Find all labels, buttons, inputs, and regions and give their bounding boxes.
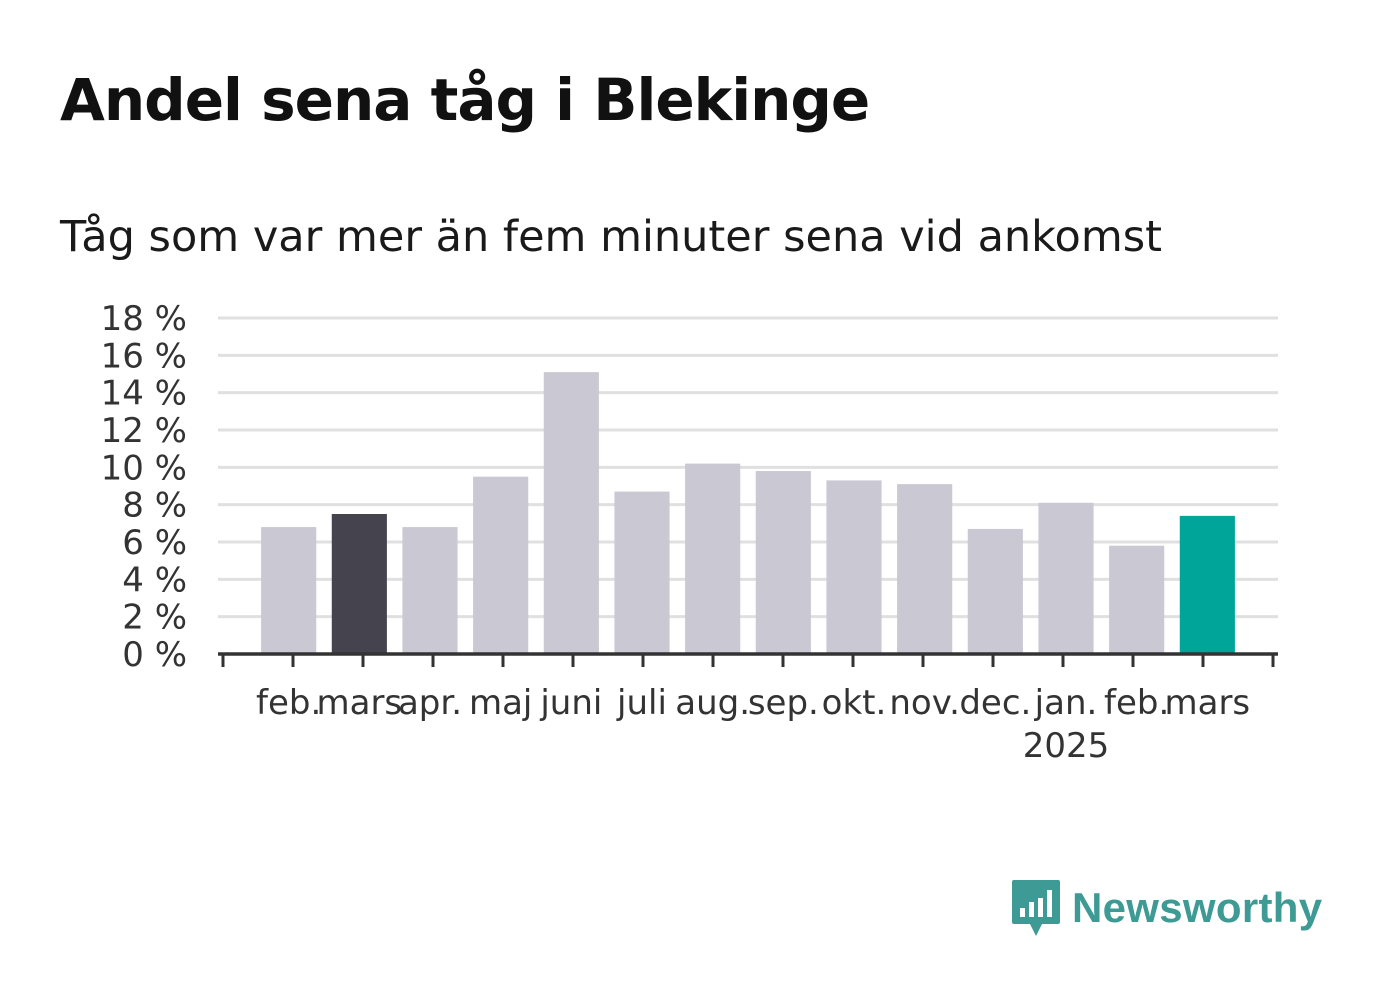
x-tick-label: sep.: [748, 683, 819, 723]
x-tick-label: maj: [469, 683, 532, 723]
chart-subtitle: Tåg som var mer än fem minuter sena vid …: [60, 212, 1163, 262]
chart-title: Andel sena tåg i Blekinge: [60, 66, 870, 134]
x-tick-label: feb.: [256, 683, 321, 723]
y-tick-label: 4 %: [122, 560, 187, 600]
y-tick-label: 18 %: [101, 299, 187, 339]
newsworthy-logo: Newsworthy: [1010, 878, 1322, 938]
y-tick-label: 6 %: [122, 523, 187, 563]
y-tick-label: 12 %: [101, 411, 187, 451]
bar: [473, 476, 529, 654]
x-tick-label: apr.: [398, 683, 462, 723]
bar-chart-speech-bubble-icon: [1012, 880, 1060, 936]
x-axis: [218, 652, 1278, 667]
x-tick-label: juli: [616, 683, 667, 723]
bar: [402, 527, 458, 654]
x-tick-label: nov.: [889, 683, 960, 723]
y-tick-label: 10 %: [101, 448, 187, 488]
x-year-label: 2025: [1023, 726, 1110, 766]
y-tick-label: 8 %: [122, 486, 187, 526]
logo-text: Newsworthy: [1072, 884, 1323, 931]
x-tick-label: okt.: [822, 683, 887, 723]
bar: [543, 372, 599, 654]
x-tick-label: aug.: [675, 683, 750, 723]
bar: [967, 528, 1023, 654]
bar: [1038, 502, 1094, 654]
y-tick-label: 16 %: [101, 336, 187, 376]
y-tick-label: 14 %: [101, 374, 187, 414]
y-tick-label: 2 %: [122, 598, 187, 638]
y-axis-ticks: 0 %2 %4 %6 %8 %10 %12 %14 %16 %18 %: [101, 299, 187, 675]
bar: [755, 471, 811, 654]
bar: [614, 491, 670, 654]
bar: [1179, 515, 1235, 654]
x-tick-label: feb.: [1104, 683, 1169, 723]
x-tick-label: mars: [317, 683, 403, 723]
x-tick-label: jan.: [1034, 683, 1098, 723]
bar: [331, 514, 387, 654]
x-tick-label: mars: [1165, 683, 1251, 723]
bar: [685, 463, 741, 654]
bar: [826, 480, 882, 654]
y-tick-label: 0 %: [122, 635, 187, 675]
gridlines: [218, 316, 1278, 619]
bars: [261, 372, 1235, 654]
bar: [897, 484, 953, 654]
bar: [1109, 545, 1165, 654]
bar: [261, 527, 317, 654]
x-tick-label: dec.: [959, 683, 1031, 723]
x-tick-label: juni: [539, 683, 602, 723]
